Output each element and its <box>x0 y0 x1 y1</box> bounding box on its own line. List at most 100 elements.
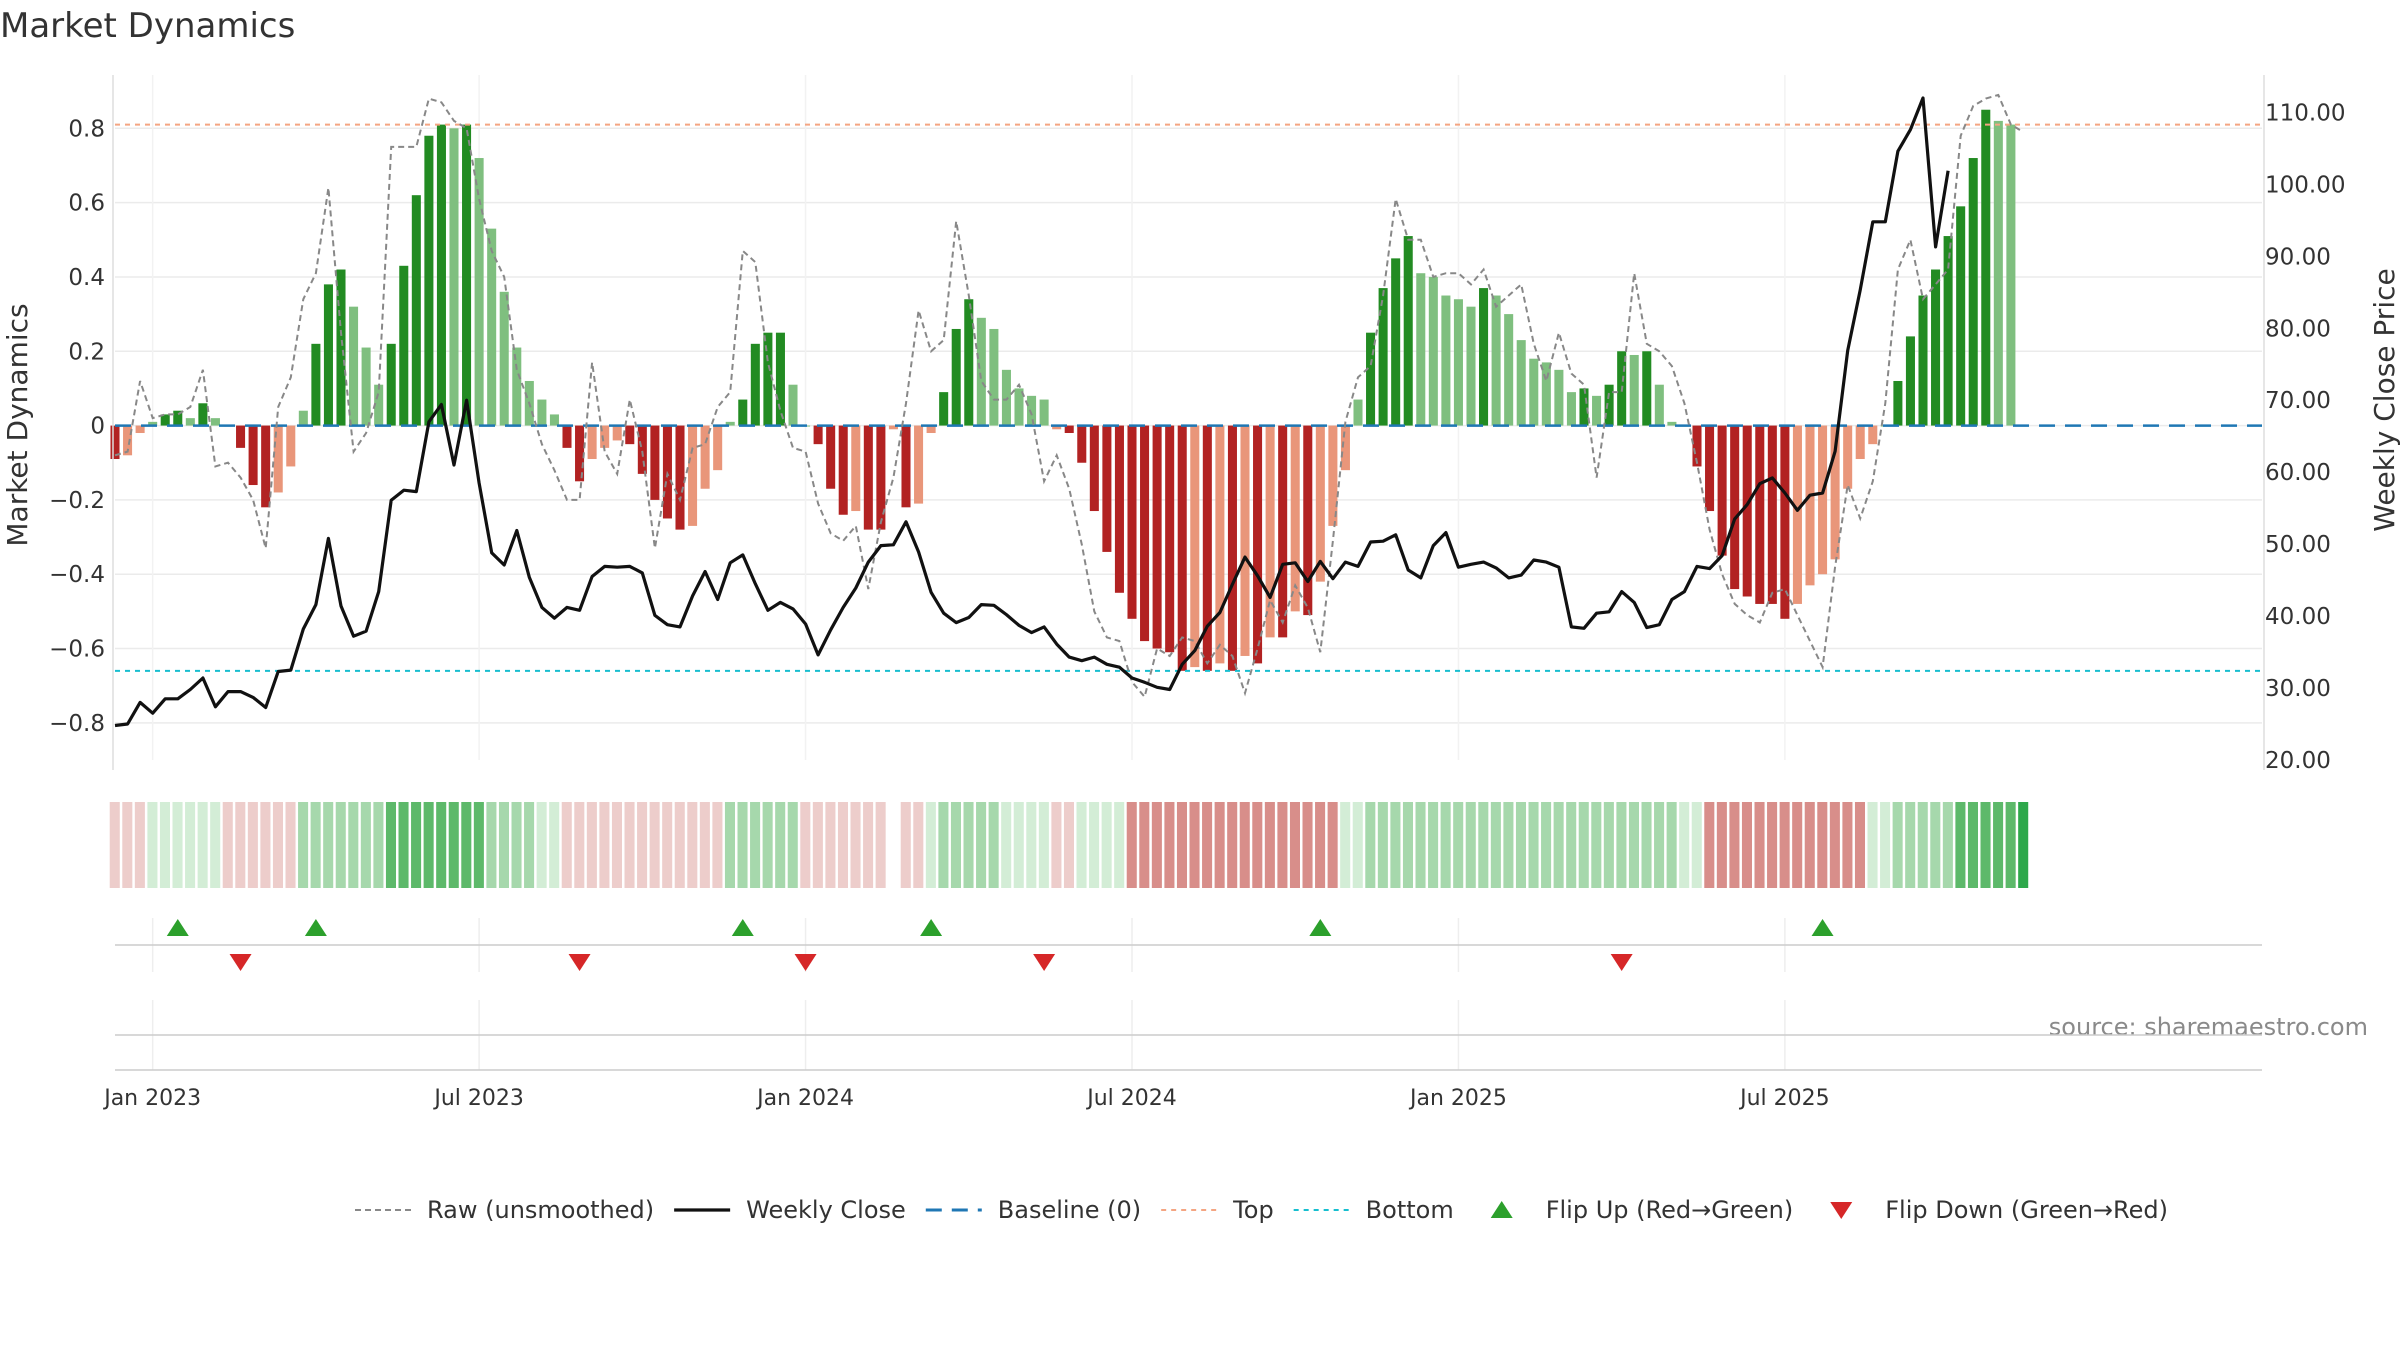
legend-item-top[interactable]: Top <box>1161 1196 1274 1224</box>
regime-cell <box>1227 802 1238 888</box>
regime-cell <box>197 802 208 888</box>
regime-cell <box>1315 802 1326 888</box>
regime-cell <box>737 802 748 888</box>
regime-cell <box>423 802 434 888</box>
bar <box>763 332 773 426</box>
bar <box>738 399 748 426</box>
regime-cell <box>235 802 246 888</box>
regime-cell <box>637 802 648 888</box>
regime-cell <box>1829 802 1840 888</box>
bar <box>349 306 359 426</box>
bar <box>236 425 246 448</box>
bar <box>826 425 836 489</box>
bar <box>1629 354 1639 426</box>
regime-cell <box>1842 802 1853 888</box>
regime-cell <box>1754 802 1765 888</box>
bar <box>1893 380 1903 426</box>
legend-item-flip_up[interactable]: Flip Up (Red→Green) <box>1490 1196 1794 1224</box>
y-tick-left: −0.2 <box>49 488 105 514</box>
regime-cell <box>586 802 597 888</box>
flip-up-marker <box>1811 919 1834 936</box>
regime-cell <box>1352 802 1363 888</box>
bar <box>1855 425 1865 460</box>
legend-label: Flip Down (Green→Red) <box>1885 1196 2168 1224</box>
bar <box>399 265 409 426</box>
flip-up-marker <box>166 919 189 936</box>
bar <box>1604 384 1614 426</box>
regime-cell <box>1202 802 1213 888</box>
y-tick-right: 110.00 <box>2265 100 2345 126</box>
bar <box>323 284 333 426</box>
regime-cell <box>1490 802 1501 888</box>
regime-cell <box>724 802 735 888</box>
bar <box>123 425 133 456</box>
regime-cell <box>1967 802 1978 888</box>
x-tick-label: Jul 2025 <box>1738 1086 1830 1111</box>
bar <box>926 425 936 434</box>
bar <box>562 425 572 448</box>
regime-cell <box>1779 802 1790 888</box>
bar <box>135 425 145 434</box>
legend-label: Weekly Close <box>746 1196 906 1224</box>
regime-cell <box>1340 802 1351 888</box>
legend-item-raw[interactable]: Raw (unsmoothed) <box>355 1196 654 1224</box>
bar <box>549 414 559 426</box>
bar <box>1654 384 1664 426</box>
flip-markers <box>115 918 2262 972</box>
y-axis-label-right: Weekly Close Price <box>2368 268 2400 531</box>
regime-cell <box>825 802 836 888</box>
bar <box>374 384 384 426</box>
regime-cell <box>950 802 961 888</box>
regime-cell <box>1666 802 1677 888</box>
regime-cell <box>712 802 723 888</box>
regime-cell <box>1089 802 1100 888</box>
legend[interactable]: Raw (unsmoothed) Weekly Close Baseline (0)… <box>355 1196 2168 1224</box>
regime-cell <box>775 802 786 888</box>
regime-cell <box>285 802 296 888</box>
regime-cell <box>988 802 999 888</box>
bar <box>1943 236 1953 426</box>
regime-cell <box>1038 802 1049 888</box>
regime-cell <box>574 802 585 888</box>
legend-item-baseline[interactable]: Baseline (0) <box>925 1196 1141 1224</box>
regime-cell <box>536 802 547 888</box>
regime-cell <box>963 802 974 888</box>
regime-cell <box>687 802 698 888</box>
y-tick-left: 0.2 <box>68 339 105 365</box>
regime-cell <box>1942 802 1953 888</box>
bar <box>1227 425 1237 671</box>
bar <box>876 425 886 530</box>
legend-label: Top <box>1232 1196 1274 1224</box>
regime-cell <box>1628 802 1639 888</box>
legend-label: Bottom <box>1366 1196 1454 1224</box>
regime-cell <box>549 802 560 888</box>
bar <box>901 425 911 508</box>
y-tick-left: −0.6 <box>49 637 105 663</box>
y-tick-right: 20.00 <box>2265 748 2331 774</box>
regime-cell <box>1503 802 1514 888</box>
bar <box>1818 425 1828 575</box>
regime-cell <box>762 802 773 888</box>
regime-cell <box>837 802 848 888</box>
regime-cell <box>1390 802 1401 888</box>
regime-cell <box>1591 802 1602 888</box>
regime-cell <box>1026 802 1037 888</box>
bar <box>2006 124 2016 426</box>
legend-item-bottom[interactable]: Bottom <box>1293 1196 1454 1224</box>
bar <box>1931 269 1941 426</box>
bar <box>1705 425 1715 512</box>
bar <box>185 418 195 426</box>
regime-cell <box>863 802 874 888</box>
bar <box>1830 425 1840 560</box>
regime-cell <box>925 802 936 888</box>
regime-cell <box>1151 802 1162 888</box>
bar <box>487 228 497 426</box>
legend-item-flip_down[interactable]: Flip Down (Green→Red) <box>1830 1196 2168 1224</box>
regime-cell <box>1063 802 1074 888</box>
bar <box>813 425 823 445</box>
bar <box>1993 120 2003 426</box>
legend-item-close[interactable]: Weekly Close <box>674 1196 906 1224</box>
y-tick-right: 100.00 <box>2265 172 2345 198</box>
regime-cell <box>172 802 183 888</box>
regime-cell <box>1679 802 1690 888</box>
